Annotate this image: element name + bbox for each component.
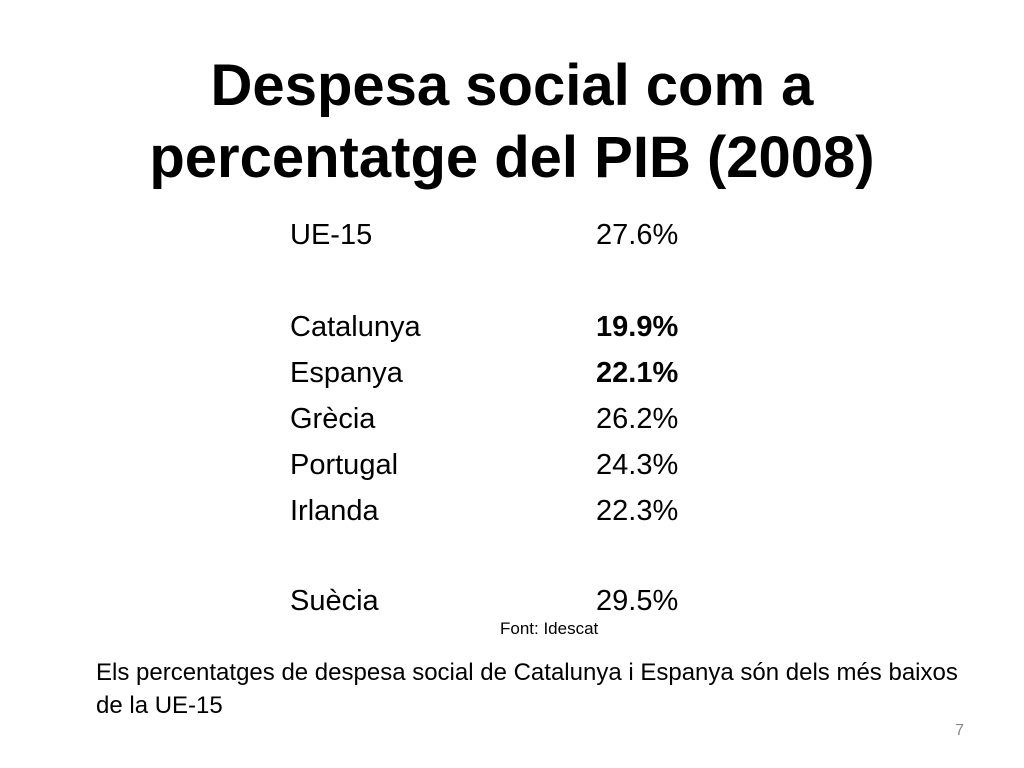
row-label: Catalunya bbox=[290, 311, 421, 343]
slide-title-line-2: percentatge del PIB (2008) bbox=[149, 125, 875, 190]
row-label: UE-15 bbox=[290, 219, 373, 251]
row-value: 29.5% bbox=[596, 585, 679, 617]
row-label: Portugal bbox=[290, 449, 399, 481]
row-value: 26.2% bbox=[596, 403, 679, 435]
row-value: 19.9% bbox=[596, 311, 679, 343]
row-label: Suècia bbox=[290, 585, 379, 617]
row-label: Irlanda bbox=[290, 495, 379, 527]
row-value: 22.3% bbox=[596, 495, 679, 527]
slide-title: Despesa social com a percentatge del PIB… bbox=[0, 50, 1024, 194]
row-label: Grècia bbox=[290, 403, 376, 435]
row-value: 22.1% bbox=[596, 357, 679, 389]
slide-title-line-1: Despesa social com a bbox=[210, 53, 814, 118]
source-note: Font: Idescat bbox=[500, 619, 599, 638]
row-value: 27.6% bbox=[596, 219, 679, 251]
row-value: 24.3% bbox=[596, 449, 679, 481]
summary-note: Els percentatges de despesa social de Ca… bbox=[96, 659, 958, 719]
page-number: 7 bbox=[955, 722, 964, 739]
row-label: Espanya bbox=[290, 357, 403, 389]
